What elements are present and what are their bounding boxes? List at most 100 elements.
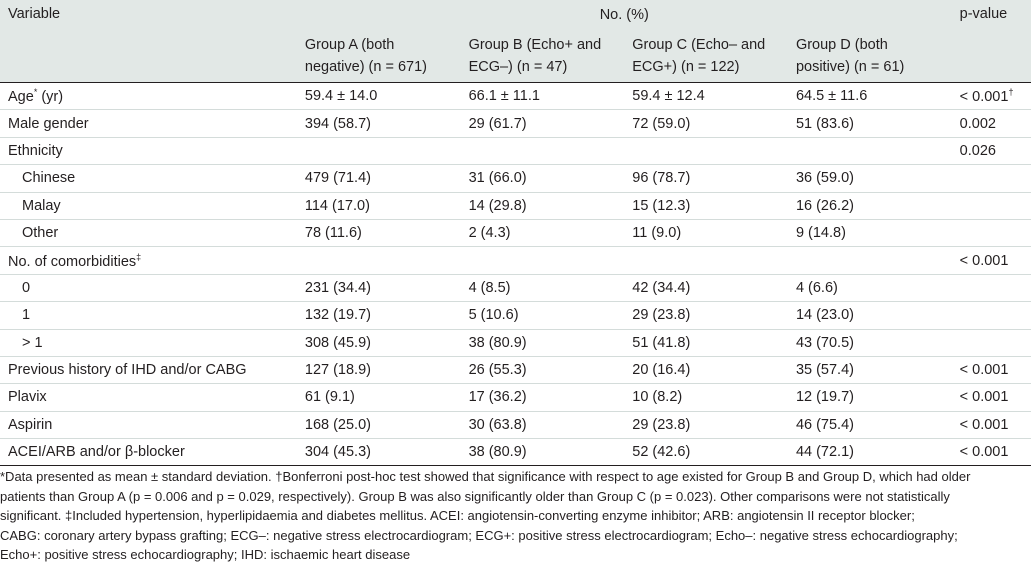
- table-row: No. of comorbidities‡ < 0.001: [0, 247, 1031, 275]
- row-label-text: Aspirin: [8, 416, 53, 433]
- footnote-line: CABG: coronary artery bypass grafting; E…: [0, 527, 958, 543]
- footnote-marker: *: [33, 87, 38, 98]
- cell-group-b: 66.1 ± 11.1: [468, 88, 540, 105]
- table-row: Male gender 394 (58.7) 29 (61.7) 72 (59.0) 5…: [0, 110, 1031, 138]
- row-label: No. of comorbidities‡: [0, 247, 297, 274]
- table-row: Other 78 (11.6) 2 (4.3) 11 (9.0) 9 (14.8): [0, 219, 1031, 247]
- cell-group-d: [788, 247, 952, 274]
- cell-group-c: 72 (59.0): [632, 115, 691, 132]
- row-label-text: Age: [8, 89, 34, 106]
- cell-group-c: 52 (42.6): [632, 444, 691, 461]
- footnote-line: significant. ‡Included hypertension, hyp…: [0, 508, 915, 523]
- cell-pvalue: < 0.001: [952, 439, 1031, 466]
- row-label-text: > 1: [22, 334, 43, 351]
- pvalue-text: < 0.001: [959, 362, 1009, 379]
- cell-pvalue: [952, 274, 1031, 301]
- cell-group-d: 43 (70.5): [795, 334, 854, 351]
- cell-group-b: 2 (4.3): [468, 225, 511, 242]
- cell-pvalue: 0.026: [952, 137, 1031, 164]
- cell-group-d: 51 (83.6): [795, 115, 854, 132]
- cell-group-d: 35 (57.4): [795, 362, 854, 379]
- header-variable: Variable: [8, 6, 61, 22]
- row-label: Malay: [0, 192, 297, 219]
- row-label: ACEI/ARB and/or β-blocker: [0, 439, 297, 466]
- cell-group-a: 132 (19.7): [304, 307, 371, 324]
- pvalue-text: < 0.001: [959, 389, 1009, 406]
- cell-group-c: 42 (34.4): [632, 279, 691, 296]
- comparison-table: Variable No. (%) p-value Group A (both ne…: [0, 0, 1031, 466]
- table-row: Ethnicity 0.026: [0, 137, 1031, 165]
- cell-group-b: 30 (63.8): [468, 416, 527, 433]
- cell-group-b: 26 (55.3): [468, 362, 527, 379]
- cell-pvalue: 0.002: [952, 110, 1031, 137]
- cell-group-c: [624, 137, 788, 164]
- cell-group-c: 11 (9.0): [632, 225, 682, 242]
- table-row: ACEI/ARB and/or β-blocker 304 (45.3) 38 (8…: [0, 439, 1031, 466]
- cell-group-c: 20 (16.4): [632, 362, 691, 379]
- row-label: > 1: [0, 329, 297, 356]
- pvalue-text: 0.002: [959, 115, 996, 132]
- cell-group-b: 17 (36.2): [468, 389, 527, 406]
- cell-group-b: [461, 137, 625, 164]
- row-label-text: ACEI/ARB and/or β-blocker: [8, 444, 185, 461]
- row-label-text: 0: [22, 279, 31, 296]
- cell-group-d: 36 (59.0): [795, 170, 854, 187]
- table-row: Chinese 479 (71.4) 31 (66.0) 96 (78.7) 36 (5…: [0, 165, 1031, 193]
- row-label: Chinese: [0, 165, 297, 192]
- row-label: Age* (yr): [0, 83, 297, 110]
- cell-group-a: 114 (17.0): [304, 197, 370, 214]
- footnote-marker: †: [1008, 87, 1014, 98]
- footnote-marker: ‡: [136, 251, 142, 262]
- table-row: 1 132 (19.7) 5 (10.6) 29 (23.8) 14 (23.0): [0, 302, 1031, 330]
- table-footnote: *Data presented as mean ± standard devia…: [0, 467, 1031, 565]
- cell-group-c: 59.4 ± 12.4: [632, 88, 705, 105]
- cell-group-d: 12 (19.7): [795, 389, 854, 406]
- cell-group-c: 10 (8.2): [632, 389, 683, 406]
- cell-group-d: 4 (6.6): [795, 279, 838, 296]
- row-label-text: Other: [22, 225, 59, 242]
- table-row: Aspirin 168 (25.0) 30 (63.8) 29 (23.8) 46 (7…: [0, 411, 1031, 439]
- pvalue-text: < 0.001: [959, 444, 1009, 461]
- cell-group-b: [461, 247, 625, 274]
- row-label: Previous history of IHD and/or CABG: [0, 356, 297, 383]
- cell-group-a: 168 (25.0): [304, 416, 371, 433]
- header-group-b: Group B (Echo+ and ECG–) (n = 47): [461, 30, 625, 83]
- row-label-suffix: (yr): [37, 89, 64, 106]
- cell-group-a: 231 (34.4): [304, 279, 371, 296]
- footnote-line: *Data presented as mean ± standard devia…: [0, 469, 971, 484]
- header-group-line: Group A (both: [304, 37, 395, 53]
- cell-group-b: 31 (66.0): [468, 170, 527, 187]
- pvalue-text: < 0.001: [959, 416, 1009, 433]
- row-label-text: Previous history of IHD and/or CABG: [8, 362, 247, 379]
- cell-group-b: 4 (8.5): [468, 279, 511, 296]
- cell-group-d: 14 (23.0): [795, 307, 854, 324]
- cell-group-b: 38 (80.9): [468, 444, 527, 461]
- cell-group-a: 479 (71.4): [304, 170, 371, 187]
- row-label-text: 1: [22, 307, 31, 324]
- cell-group-b: 5 (10.6): [468, 307, 519, 324]
- cell-pvalue: [952, 165, 1031, 192]
- header-group-line: Group C (Echo– and: [632, 37, 766, 53]
- cell-group-d: [788, 137, 952, 164]
- header-no-pct: No. (%): [599, 7, 649, 23]
- row-label: Aspirin: [0, 411, 297, 438]
- cell-group-a: 59.4 ± 14.0: [304, 88, 378, 105]
- pvalue-text: < 0.001: [959, 252, 1009, 269]
- cell-pvalue: [952, 302, 1031, 329]
- cell-pvalue: < 0.001†: [952, 83, 1031, 110]
- row-label: 1: [0, 302, 297, 329]
- header-group-line: positive) (n = 61): [795, 59, 905, 75]
- cell-pvalue: < 0.001: [952, 356, 1031, 383]
- cell-pvalue: < 0.001: [952, 411, 1031, 438]
- cell-pvalue: [952, 219, 1031, 246]
- row-label-text: Malay: [22, 197, 61, 214]
- cell-group-b: 14 (29.8): [468, 197, 527, 214]
- cell-group-a: 78 (11.6): [304, 225, 362, 242]
- cell-group-c: 51 (41.8): [632, 334, 691, 351]
- table-row: Age* (yr) 59.4 ± 14.0 66.1 ± 11.1 59.4 ± 12…: [0, 83, 1031, 110]
- header-group-line: Group D (both: [795, 37, 888, 53]
- cell-group-a: 61 (9.1): [304, 389, 355, 406]
- header-group-line: ECG+) (n = 122): [632, 59, 740, 75]
- cell-group-b: 29 (61.7): [468, 115, 527, 132]
